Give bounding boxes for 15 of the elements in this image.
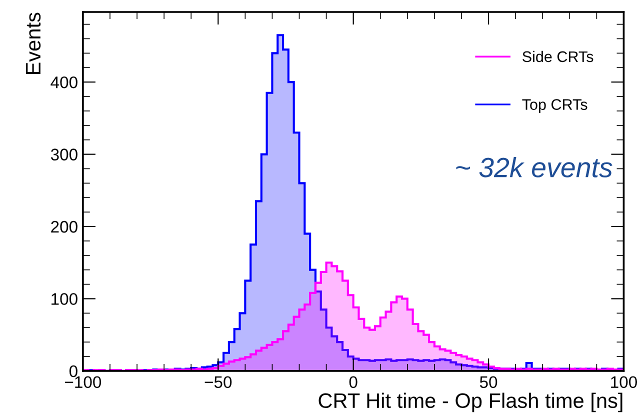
y-tick-label: 0 — [69, 365, 78, 378]
y-tick-label: 300 — [50, 148, 78, 160]
x-tick-label: 50 — [480, 376, 498, 388]
y-tick-label: 200 — [51, 220, 78, 233]
y-tick-label: 400 — [50, 76, 78, 88]
y-axis-title: Events — [26, 12, 41, 74]
x-axis-title: CRT Hit time - Op Flash time [ns] — [318, 392, 622, 412]
y-tick-label: 100 — [52, 293, 78, 305]
legend-label: Side CRTs — [522, 50, 594, 62]
x-tick-label: −100 — [65, 376, 102, 388]
x-tick-label: −50 — [204, 376, 232, 388]
legend-label: Top CRTs — [522, 99, 588, 113]
x-tick-label: 100 — [611, 376, 637, 388]
annotation: ~ 32k events — [456, 156, 612, 178]
x-tick-label: 0 — [349, 376, 358, 388]
